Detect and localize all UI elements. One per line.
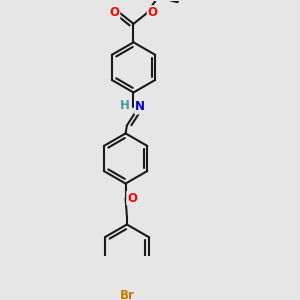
- Text: O: O: [110, 6, 119, 19]
- Text: Br: Br: [119, 289, 134, 300]
- Text: O: O: [148, 6, 158, 19]
- Text: N: N: [135, 100, 145, 113]
- Text: O: O: [127, 192, 137, 205]
- Text: H: H: [120, 98, 130, 112]
